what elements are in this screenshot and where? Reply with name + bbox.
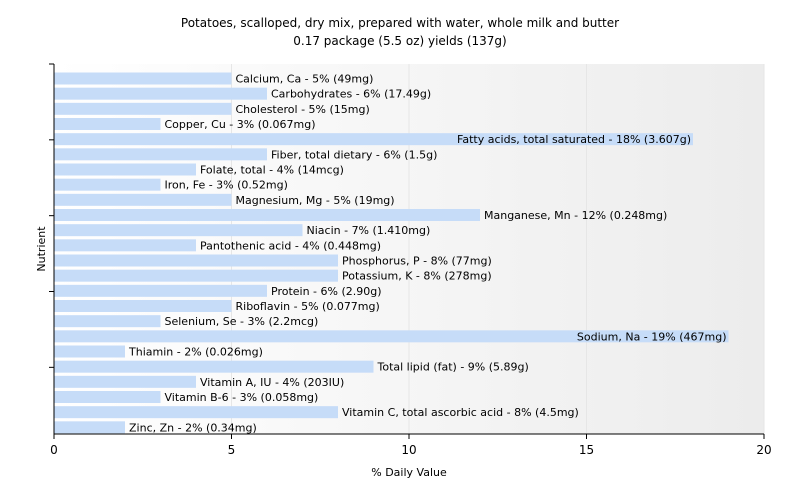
bar-label: Fiber, total dietary - 6% (1.5g) — [271, 148, 437, 161]
x-axis-label: % Daily Value — [371, 466, 447, 479]
chart-subtitle: 0.17 package (5.5 oz) yields (137g) — [293, 34, 506, 48]
bar-cholesterol — [54, 102, 232, 115]
x-tick-label: 15 — [579, 443, 594, 457]
bar-label: Folate, total - 4% (14mcg) — [200, 164, 344, 177]
bar-label: Total lipid (fat) - 9% (5.89g) — [377, 361, 529, 374]
chart-title: Potatoes, scalloped, dry mix, prepared w… — [181, 16, 619, 30]
bar-potassium-k — [54, 269, 338, 282]
bar-label: Iron, Fe - 3% (0.52mg) — [165, 179, 288, 192]
axes: 0 5 10 15 20 — [49, 63, 772, 457]
bar-manganese-mn — [54, 209, 480, 221]
bar-label: Protein - 6% (2.90g) — [271, 285, 382, 298]
bar-label: Zinc, Zn - 2% (0.34mg) — [129, 421, 257, 434]
bar-vitamin-b-6 — [54, 391, 161, 403]
bar-copper-cu — [54, 118, 161, 130]
bar-label: Sodium, Na - 19% (467mg) — [577, 330, 727, 343]
bar-label: Calcium, Ca - 5% (49mg) — [236, 73, 374, 86]
bar-riboflavin — [54, 300, 232, 312]
bar-labels: Calcium, Ca - 5% (49mg) Carbohydrates - 6… — [128, 73, 727, 435]
bar-fiber-total-dietary — [54, 148, 267, 161]
bar-magnesium-mg — [54, 193, 232, 206]
bars — [54, 72, 729, 434]
x-tick-label: 20 — [756, 443, 771, 457]
bar-label: Manganese, Mn - 12% (0.248mg) — [484, 209, 667, 222]
bar-niacin — [54, 224, 303, 237]
bar-total-lipid-fat — [54, 360, 374, 373]
x-tick-label: 5 — [228, 443, 236, 457]
bar-thiamin — [54, 345, 125, 358]
bar-sodium-na — [54, 330, 729, 343]
bar-selenium-se — [54, 315, 161, 328]
bar-label: Potassium, K - 8% (278mg) — [342, 270, 492, 283]
bar-label: Riboflavin - 5% (0.077mg) — [236, 300, 380, 313]
bar-label: Vitamin A, IU - 4% (203IU) — [200, 376, 344, 389]
x-tick-label: 10 — [401, 443, 416, 457]
bar-zinc-zn — [54, 421, 125, 434]
bar-label: Pantothenic acid - 4% (0.448mg) — [200, 239, 381, 252]
bar-iron-fe — [54, 178, 161, 191]
bar-label: Vitamin B-6 - 3% (0.058mg) — [165, 391, 319, 404]
bar-fatty-acids-total-saturated — [54, 133, 693, 146]
bar-phosphorus-p — [54, 254, 338, 267]
bar-calcium-ca — [54, 72, 232, 85]
x-tick-label: 0 — [50, 443, 58, 457]
bar-pantothenic-acid — [54, 239, 196, 252]
bar-folate-total — [54, 163, 196, 176]
bar-label: Copper, Cu - 3% (0.067mg) — [165, 118, 316, 131]
bar-label: Thiamin - 2% (0.026mg) — [128, 346, 263, 359]
bar-label: Vitamin C, total ascorbic acid - 8% (4.5… — [342, 406, 579, 419]
bar-carbohydrates — [54, 87, 267, 100]
bar-vitamin-a-iu — [54, 375, 196, 388]
y-axis-label: Nutrient — [35, 226, 48, 272]
bar-label: Phosphorus, P - 8% (77mg) — [342, 255, 492, 268]
bar-label: Magnesium, Mg - 5% (19mg) — [236, 194, 395, 207]
bar-label: Niacin - 7% (1.410mg) — [307, 224, 431, 237]
bar-label: Fatty acids, total saturated - 18% (3.60… — [457, 133, 691, 146]
bar-label: Carbohydrates - 6% (17.49g) — [271, 88, 431, 101]
bar-vitamin-c-total-ascorbic-acid — [54, 406, 338, 419]
bar-protein — [54, 284, 267, 297]
bar-label: Cholesterol - 5% (15mg) — [236, 103, 370, 116]
bar-label: Selenium, Se - 3% (2.2mcg) — [165, 315, 319, 328]
